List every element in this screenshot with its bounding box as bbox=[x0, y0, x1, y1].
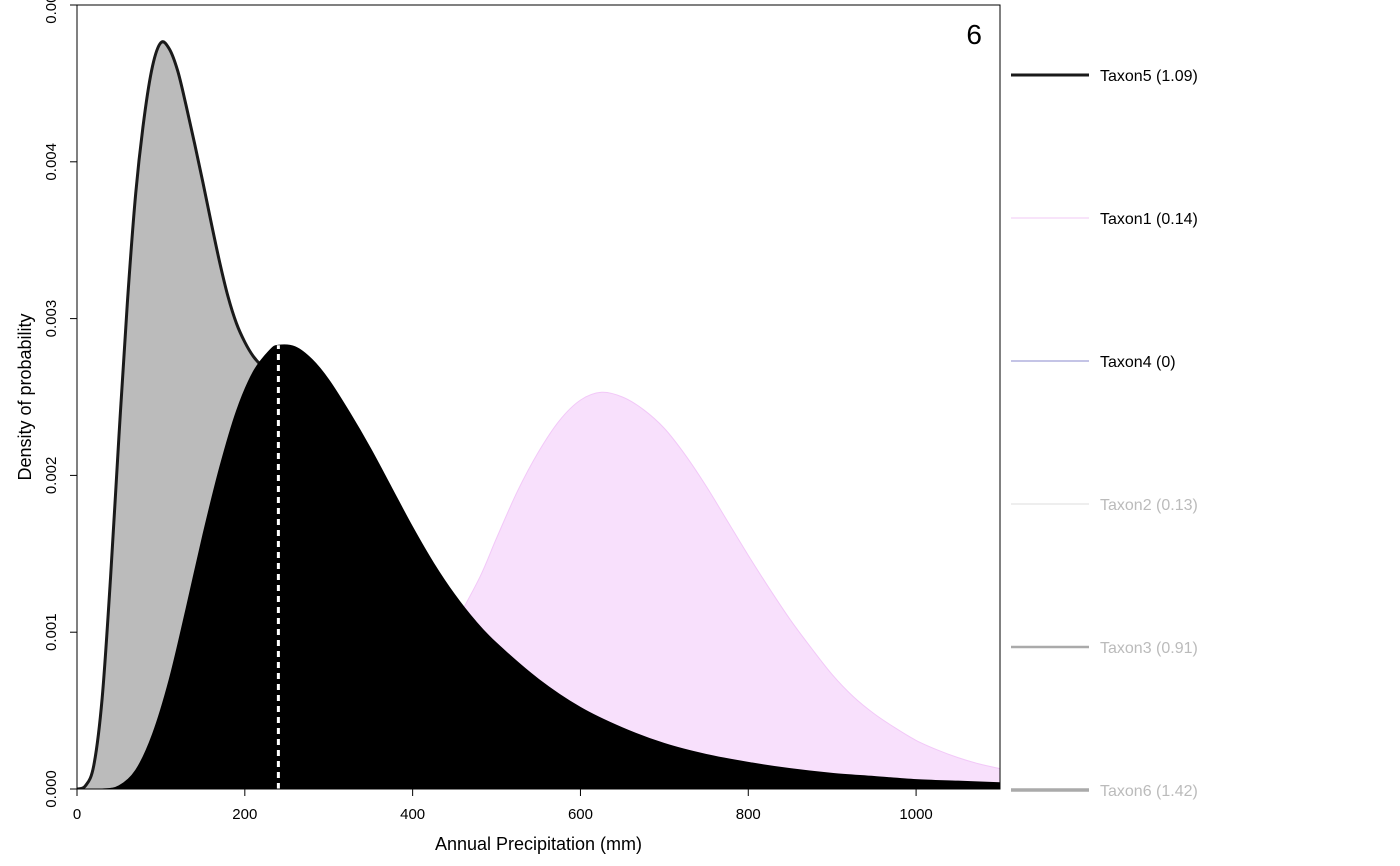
y-axis-title: Density of probability bbox=[15, 313, 35, 480]
x-tick-label: 400 bbox=[400, 806, 425, 823]
legend-label: Taxon2 (0.13) bbox=[1100, 497, 1198, 514]
legend-label: Taxon6 (1.42) bbox=[1100, 783, 1198, 800]
curve-taxon5 bbox=[77, 344, 1000, 789]
panel-number: 6 bbox=[966, 19, 982, 50]
y-tick-label: 0.003 bbox=[43, 300, 60, 338]
legend-item: Taxon4 (0) bbox=[1011, 354, 1176, 371]
y-tick-label: 0.002 bbox=[43, 457, 60, 495]
curve-taxon6 bbox=[77, 40, 288, 789]
y-tick-label: 0.000 bbox=[43, 770, 60, 808]
x-tick-label: 600 bbox=[568, 806, 593, 823]
y-axis: 0.000 0.001 0.002 0.003 0.004 0.005 bbox=[43, 0, 78, 808]
legend-item: Taxon6 (1.42) bbox=[1011, 783, 1198, 800]
curve-taxon1 bbox=[454, 391, 1000, 770]
density-areas bbox=[77, 40, 1000, 789]
y-tick-label: 0.001 bbox=[43, 613, 60, 651]
x-tick-label: 200 bbox=[232, 806, 257, 823]
legend-item: Taxon2 (0.13) bbox=[1011, 497, 1198, 514]
legend-label: Taxon1 (0.14) bbox=[1100, 211, 1198, 228]
legend-item: Taxon3 (0.91) bbox=[1011, 640, 1198, 657]
area-taxon5 bbox=[77, 344, 1000, 789]
legend-label: Taxon3 (0.91) bbox=[1100, 640, 1198, 657]
legend-item: Taxon1 (0.14) bbox=[1011, 211, 1198, 228]
y-tick-label: 0.005 bbox=[43, 0, 60, 24]
area-taxon1 bbox=[454, 392, 1000, 789]
series-taxon1 bbox=[454, 391, 1000, 789]
x-tick-label: 1000 bbox=[899, 806, 932, 823]
legend: Taxon5 (1.09) Taxon1 (0.14) Taxon4 (0) Taxo… bbox=[1011, 68, 1198, 800]
legend-item: Taxon5 (1.09) bbox=[1011, 68, 1198, 85]
x-tick-label: 800 bbox=[736, 806, 761, 823]
x-tick-label: 0 bbox=[73, 806, 81, 823]
series-taxon5 bbox=[77, 344, 1000, 789]
x-axis: 0 200 400 600 800 1000 bbox=[73, 788, 933, 823]
y-tick-label: 0.004 bbox=[43, 143, 60, 181]
legend-label: Taxon5 (1.09) bbox=[1100, 68, 1198, 85]
x-axis-title: Annual Precipitation (mm) bbox=[435, 834, 642, 854]
legend-label: Taxon4 (0) bbox=[1100, 354, 1176, 371]
